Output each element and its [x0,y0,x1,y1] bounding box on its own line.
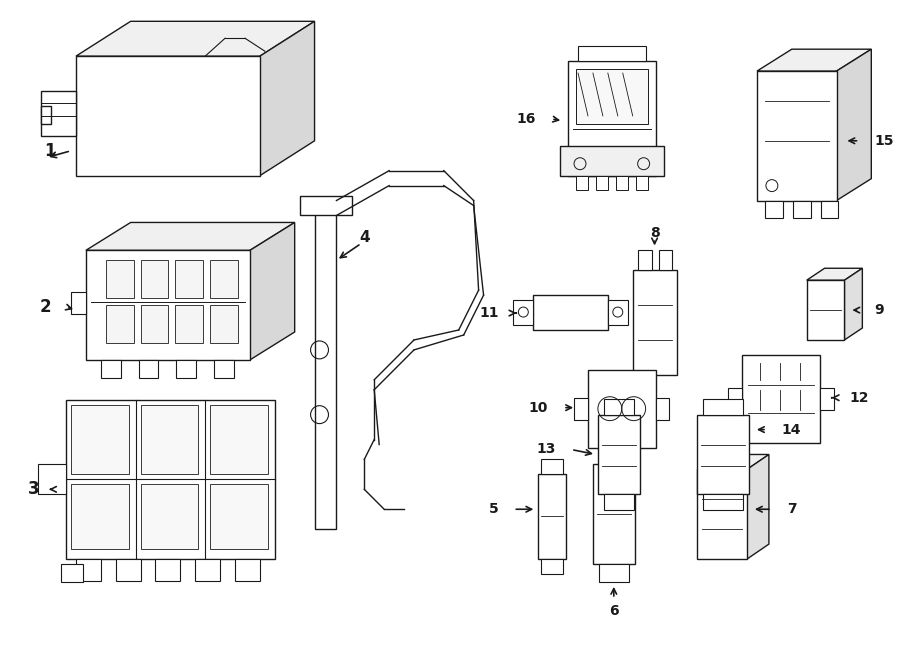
Bar [41,106,51,124]
Polygon shape [698,455,769,469]
Bar [703,494,743,510]
Bar [616,176,627,190]
Bar [71,292,86,314]
Text: 12: 12 [850,391,868,405]
Bar [140,260,168,298]
Polygon shape [250,223,294,360]
Text: 9: 9 [874,303,884,317]
Bar [655,398,670,420]
Bar [541,459,563,475]
Bar [534,295,608,330]
Polygon shape [86,223,294,251]
Bar [596,176,608,190]
Polygon shape [836,49,871,200]
Bar [604,494,634,510]
Text: 11: 11 [479,306,499,320]
Bar [698,414,749,494]
Bar [71,485,129,549]
Polygon shape [560,146,663,176]
Bar [106,305,133,343]
Bar [66,400,274,559]
Bar [106,260,133,298]
Bar [568,61,655,176]
Text: 4: 4 [359,230,370,245]
Bar [635,176,648,190]
Bar [101,360,121,378]
Text: 14: 14 [782,422,801,436]
Text: 13: 13 [536,442,556,457]
Bar [588,370,655,447]
Bar [820,388,833,410]
Bar [140,485,198,549]
Bar [703,399,743,414]
Bar [765,200,783,219]
Bar [576,176,588,190]
Bar [659,251,672,270]
Text: 2: 2 [40,298,51,316]
Bar [211,485,268,549]
Bar [76,559,101,581]
Text: 5: 5 [489,502,499,516]
Bar [140,405,198,475]
Bar [576,69,648,124]
Bar [633,270,678,375]
Bar [598,414,640,494]
Bar [806,280,844,340]
Bar [86,251,250,360]
Text: 10: 10 [529,401,548,414]
Bar [598,564,629,582]
Bar [71,405,129,475]
Bar [698,469,747,559]
Bar [793,200,811,219]
Bar [139,360,158,378]
Polygon shape [757,49,871,71]
Polygon shape [608,300,627,325]
Text: 8: 8 [650,226,660,241]
Polygon shape [513,300,534,325]
Bar [757,71,836,200]
Bar [742,355,820,442]
Polygon shape [300,196,352,215]
Polygon shape [806,268,862,280]
Text: 3: 3 [28,481,40,498]
Bar [211,260,238,298]
Polygon shape [76,21,315,56]
Bar [728,388,742,410]
Bar [195,559,220,581]
Bar [598,447,629,465]
Bar [61,564,83,582]
Bar [176,360,196,378]
Bar [214,360,234,378]
Bar [593,465,634,564]
Text: 1: 1 [45,141,56,160]
Bar [821,200,839,219]
Bar [638,251,652,270]
Bar [156,559,180,581]
Bar [578,46,645,61]
Bar [211,405,268,475]
Polygon shape [747,455,769,559]
Bar [211,305,238,343]
Bar [541,559,563,574]
Text: 16: 16 [517,112,536,126]
Text: 15: 15 [874,134,894,148]
Bar [176,305,203,343]
Bar [604,399,634,414]
Bar [38,465,66,494]
Polygon shape [844,268,862,340]
Bar [76,56,260,176]
Polygon shape [315,200,337,529]
Bar [235,559,260,581]
Bar [538,475,566,559]
Bar [176,260,203,298]
Bar [574,398,588,420]
Text: 6: 6 [609,604,618,618]
Text: 7: 7 [787,502,796,516]
Bar [140,305,168,343]
Polygon shape [260,21,315,176]
Bar [116,559,140,581]
Bar [41,91,76,136]
